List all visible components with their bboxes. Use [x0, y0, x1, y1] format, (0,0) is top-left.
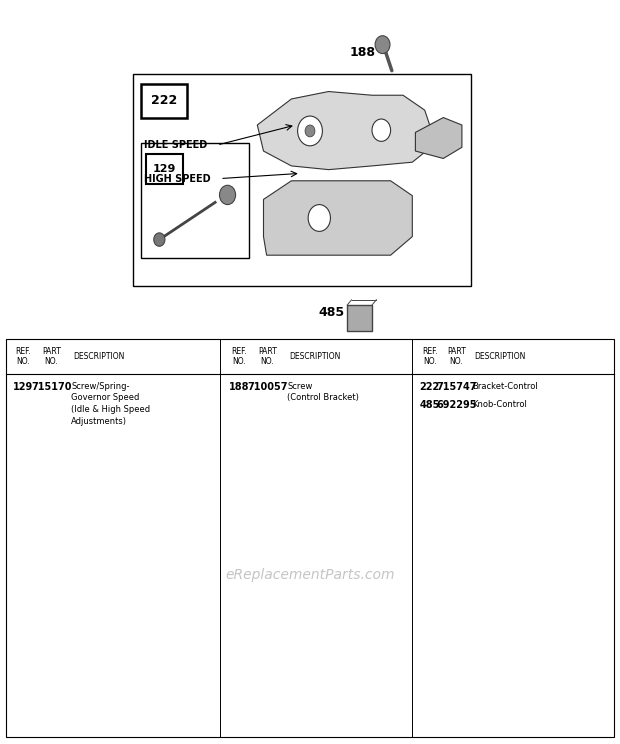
Circle shape [298, 116, 322, 146]
Text: IDLE SPEED: IDLE SPEED [144, 140, 208, 150]
Circle shape [375, 36, 390, 54]
Polygon shape [415, 118, 462, 158]
Bar [6, 339, 614, 737]
Text: DESCRIPTION: DESCRIPTION [475, 352, 526, 361]
Text: REF.
NO.: REF. NO. [422, 347, 438, 366]
Text: eReplacementParts.com: eReplacementParts.com [225, 568, 395, 582]
Circle shape [219, 185, 236, 205]
Text: 188: 188 [349, 45, 375, 59]
Text: 129: 129 [153, 164, 176, 174]
Text: PART
NO.: PART NO. [447, 347, 466, 366]
Bar [347, 305, 372, 331]
Circle shape [372, 119, 391, 141]
Text: 129: 129 [13, 382, 33, 391]
Text: 485: 485 [318, 306, 344, 319]
Text: 710057: 710057 [247, 382, 288, 391]
Text: REF.
NO.: REF. NO. [231, 347, 247, 366]
Text: 715747: 715747 [436, 382, 477, 391]
Text: PART
NO.: PART NO. [258, 347, 277, 366]
Text: Knob-Control: Knob-Control [472, 400, 528, 409]
Circle shape [308, 205, 330, 231]
Text: PART
NO.: PART NO. [42, 347, 61, 366]
Text: 692295: 692295 [436, 400, 477, 410]
Text: HIGH SPEED: HIGH SPEED [144, 173, 211, 184]
Circle shape [154, 233, 165, 246]
Bar [141, 84, 187, 118]
Text: Bracket-Control: Bracket-Control [472, 382, 538, 391]
Text: 715170: 715170 [31, 382, 72, 391]
Text: DESCRIPTION: DESCRIPTION [74, 352, 125, 361]
Bar [141, 143, 249, 258]
Polygon shape [264, 181, 412, 255]
Text: 485: 485 [420, 400, 440, 410]
Text: DESCRIPTION: DESCRIPTION [290, 352, 340, 361]
Bar [133, 74, 471, 286]
Text: 188: 188 [228, 382, 249, 391]
Circle shape [305, 125, 315, 137]
Text: Screw
(Control Bracket): Screw (Control Bracket) [287, 382, 359, 403]
Polygon shape [257, 92, 431, 170]
Bar [146, 154, 183, 184]
Text: 222: 222 [151, 94, 177, 107]
Text: Screw/Spring-
Governor Speed
(Idle & High Speed
Adjustments): Screw/Spring- Governor Speed (Idle & Hig… [71, 382, 151, 426]
Text: REF.
NO.: REF. NO. [15, 347, 31, 366]
Text: 222: 222 [420, 382, 440, 391]
